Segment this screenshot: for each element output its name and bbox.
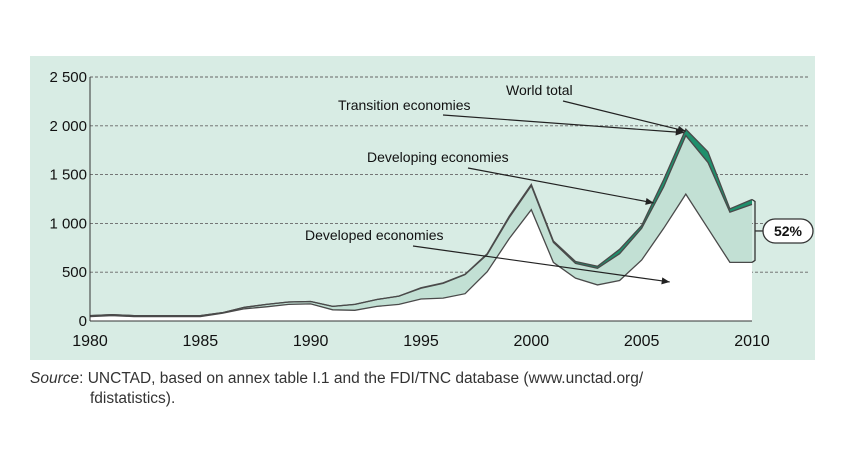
- developing-economies-band: [90, 135, 752, 317]
- axes: 0 500 1 000 1 500 2 000 2 500 1980 1985 1990 1995…: [49, 69, 769, 350]
- x-tick-label: 1985: [183, 333, 219, 350]
- y-tick-label: 2 000: [49, 118, 87, 135]
- x-tick-label: 2005: [624, 333, 660, 350]
- y-tick-label: 500: [62, 264, 87, 281]
- source-label: Source: [30, 370, 80, 387]
- world-total-line: [89, 128, 753, 317]
- developing-economies-arrow-head: [645, 197, 654, 205]
- x-tick-label: 2000: [514, 333, 550, 350]
- world-total-label: World total: [506, 82, 573, 98]
- y-tick-label: 0: [79, 313, 87, 330]
- developed-economies-line: [89, 192, 752, 318]
- transition-economies-label: Transition economies: [338, 97, 471, 113]
- share-badge: [762, 218, 814, 244]
- world-total-arrow-line: [562, 100, 686, 132]
- source-text: : UNCTAD, based on annex table I.1 and t…: [79, 370, 644, 387]
- x-tick-label: 1990: [293, 333, 329, 350]
- x-tick-label: 2010: [734, 333, 770, 350]
- y-tick-label: 1 500: [49, 167, 87, 184]
- developed-economies-area: [90, 194, 752, 321]
- developing-economies-arrow-line: [467, 167, 654, 204]
- developed-economies-arrow-head: [661, 277, 670, 285]
- y-tick-label: 1 000: [49, 215, 87, 232]
- developing-economies-label: Developing economies: [367, 149, 509, 165]
- transition-economies-arrow-head: [675, 128, 684, 136]
- source-line-1: Source: UNCTAD, based on annex table I.1…: [30, 369, 830, 389]
- x-tick-label: 1980: [72, 333, 108, 350]
- developed-economies-label: Developed economies: [305, 227, 444, 243]
- developed-economies-arrow-line: [412, 245, 670, 283]
- x-tick-label: 1995: [403, 333, 439, 350]
- transition-economies-arrow-line: [442, 114, 684, 134]
- annotations: 52% World total Transition economies Develo…: [305, 82, 814, 285]
- series-areas: [89, 128, 753, 321]
- y-tick-label: 2 500: [49, 69, 87, 86]
- share-badge-label: 52%: [774, 223, 803, 239]
- source-note: Source: UNCTAD, based on annex table I.1…: [30, 369, 830, 409]
- source-text-continued: fdistatistics).: [90, 390, 176, 407]
